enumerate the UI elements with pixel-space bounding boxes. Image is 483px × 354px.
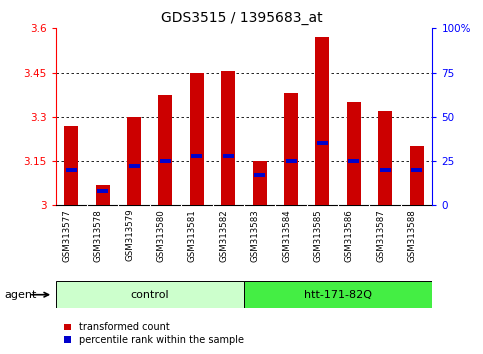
Text: htt-171-82Q: htt-171-82Q bbox=[304, 290, 372, 300]
Bar bbox=[56, 281, 244, 308]
Bar bbox=[315, 37, 329, 205]
Bar bbox=[64, 126, 78, 205]
Bar bbox=[347, 102, 361, 205]
Bar bbox=[284, 93, 298, 205]
Text: GSM313582: GSM313582 bbox=[219, 209, 228, 262]
Bar bbox=[190, 73, 204, 205]
Bar bbox=[285, 159, 297, 163]
Bar bbox=[348, 159, 359, 163]
Text: agent: agent bbox=[5, 290, 37, 300]
Bar bbox=[244, 281, 432, 308]
Bar bbox=[66, 168, 77, 172]
Bar bbox=[96, 185, 110, 205]
Bar bbox=[380, 168, 391, 172]
Bar bbox=[223, 154, 234, 158]
Bar bbox=[410, 146, 424, 205]
Bar bbox=[221, 71, 235, 205]
Bar bbox=[378, 111, 392, 205]
Bar bbox=[127, 117, 141, 205]
Text: GSM313588: GSM313588 bbox=[408, 209, 417, 262]
Text: GSM313584: GSM313584 bbox=[282, 209, 291, 262]
Bar bbox=[128, 165, 140, 169]
Text: GSM313587: GSM313587 bbox=[376, 209, 385, 262]
Text: GSM313581: GSM313581 bbox=[188, 209, 197, 262]
Text: GDS3515 / 1395683_at: GDS3515 / 1395683_at bbox=[161, 11, 322, 25]
Bar bbox=[191, 154, 202, 158]
Text: GSM313577: GSM313577 bbox=[62, 209, 71, 262]
Bar bbox=[160, 159, 171, 163]
Bar bbox=[158, 95, 172, 205]
Text: control: control bbox=[130, 290, 169, 300]
Text: GSM313583: GSM313583 bbox=[251, 209, 260, 262]
Text: GSM313586: GSM313586 bbox=[345, 209, 354, 262]
Bar bbox=[253, 161, 267, 205]
Text: GSM313578: GSM313578 bbox=[94, 209, 103, 262]
Bar bbox=[97, 189, 108, 193]
Bar bbox=[317, 142, 328, 145]
Text: GSM313580: GSM313580 bbox=[156, 209, 165, 262]
Text: GSM313585: GSM313585 bbox=[313, 209, 323, 262]
Legend: transformed count, percentile rank within the sample: transformed count, percentile rank withi… bbox=[60, 319, 248, 349]
Text: GSM313579: GSM313579 bbox=[125, 209, 134, 262]
Bar bbox=[254, 173, 265, 177]
Bar bbox=[411, 168, 422, 172]
